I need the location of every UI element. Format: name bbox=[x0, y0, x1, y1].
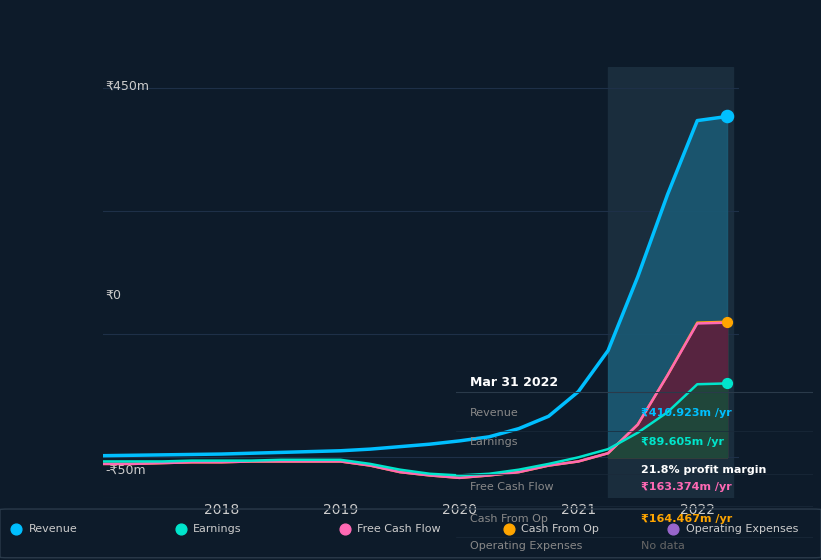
Text: No data: No data bbox=[641, 541, 686, 551]
Text: Free Cash Flow: Free Cash Flow bbox=[357, 524, 441, 534]
Text: ₹0: ₹0 bbox=[106, 289, 122, 302]
Text: Earnings: Earnings bbox=[470, 437, 518, 447]
Text: Revenue: Revenue bbox=[470, 408, 519, 418]
Text: ₹163.374m /yr: ₹163.374m /yr bbox=[641, 482, 732, 492]
Text: -₹50m: -₹50m bbox=[106, 464, 146, 477]
Text: Earnings: Earnings bbox=[193, 524, 241, 534]
Point bbox=[721, 379, 734, 388]
Text: Free Cash Flow: Free Cash Flow bbox=[470, 482, 553, 492]
Text: Cash From Op: Cash From Op bbox=[521, 524, 599, 534]
Point bbox=[721, 112, 734, 121]
Bar bbox=[608, 67, 733, 498]
Point bbox=[553, 248, 566, 256]
Text: ₹164.467m /yr: ₹164.467m /yr bbox=[641, 514, 732, 524]
Text: ₹450m: ₹450m bbox=[106, 80, 149, 93]
Text: Operating Expenses: Operating Expenses bbox=[470, 541, 582, 551]
Text: Mar 31 2022: Mar 31 2022 bbox=[470, 376, 558, 389]
Text: Operating Expenses: Operating Expenses bbox=[686, 524, 798, 534]
Text: 21.8% profit margin: 21.8% profit margin bbox=[641, 465, 767, 474]
Point bbox=[721, 318, 734, 326]
Text: ₹410.923m /yr: ₹410.923m /yr bbox=[641, 408, 732, 418]
Text: Revenue: Revenue bbox=[29, 524, 77, 534]
Text: Cash From Op: Cash From Op bbox=[470, 514, 548, 524]
Text: ₹89.605m /yr: ₹89.605m /yr bbox=[641, 437, 724, 447]
